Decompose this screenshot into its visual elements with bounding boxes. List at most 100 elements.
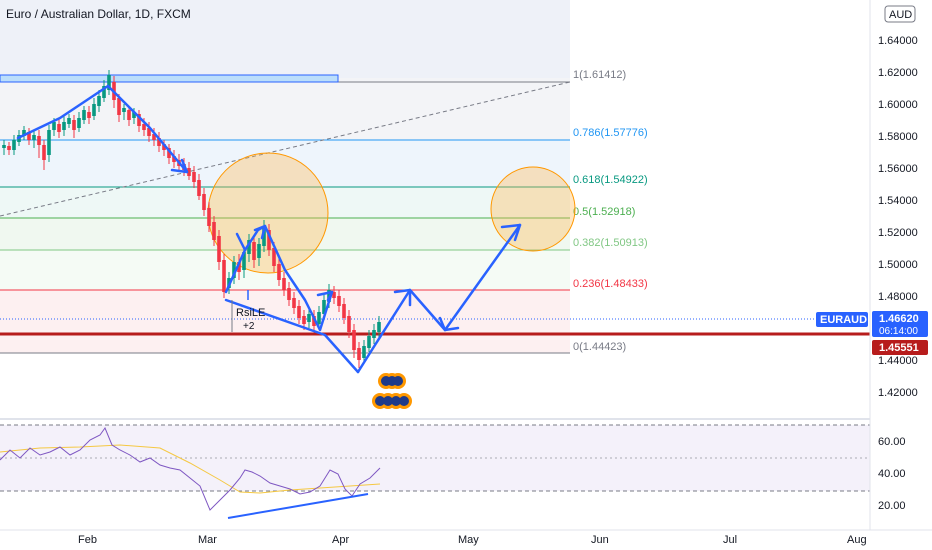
candle-body	[287, 288, 291, 300]
candle-body	[107, 75, 111, 90]
rsi-line	[0, 426, 381, 511]
candle-body	[162, 144, 166, 150]
blue-drawings[interactable]	[16, 84, 522, 374]
candle-body	[262, 226, 266, 246]
candle-body	[7, 146, 11, 150]
countdown-value: 06:14:00	[879, 326, 918, 337]
time-tick: Jun	[591, 534, 609, 546]
candle-body	[87, 112, 91, 118]
annotation-plus: +2	[243, 321, 255, 332]
candle-body	[272, 248, 276, 266]
currency-badge[interactable]	[884, 5, 916, 23]
candle-body	[27, 132, 31, 140]
rsi-divergence-line[interactable]	[227, 493, 369, 519]
candle-body	[237, 262, 241, 272]
candle-body	[197, 180, 201, 196]
candle-body	[207, 208, 211, 226]
candle-body	[282, 278, 286, 290]
drawing-arrow-2	[253, 224, 267, 240]
candle-body	[337, 296, 341, 306]
candle-body	[122, 108, 126, 112]
price-tick: 1.44000	[878, 355, 918, 367]
chart-title: Euro / Australian Dollar, 1D, FXCM	[6, 7, 191, 21]
resistance-box[interactable]	[0, 74, 339, 83]
rsi-ma-line	[0, 444, 381, 494]
candle-body	[342, 304, 346, 318]
candle-body	[277, 264, 281, 280]
drawing-rise	[16, 84, 110, 140]
candle-body	[57, 124, 61, 132]
fib-label-05: 0.5(1.52918)	[573, 206, 635, 218]
rsi-tick: 60.00	[878, 436, 906, 448]
target-circle-right[interactable]	[490, 166, 576, 252]
drawing-arrow-1	[235, 232, 247, 252]
fib-shade-3	[0, 218, 570, 250]
flag-icon	[375, 396, 385, 406]
candle-body	[102, 86, 106, 98]
time-axis[interactable]	[0, 530, 932, 550]
price-tick: 1.42000	[878, 387, 918, 399]
price-axis[interactable]	[870, 0, 932, 530]
fib-label-0618: 0.618(1.54922)	[573, 174, 648, 186]
fib-label-0236: 0.236(1.48433)	[573, 278, 648, 290]
candle-body	[12, 140, 16, 150]
fib-label-0382: 0.382(1.50913)	[573, 237, 648, 249]
drawing-lower-wedge	[224, 298, 360, 374]
drawing-arrow-6	[500, 223, 522, 242]
candle-body	[167, 148, 171, 158]
candle-body	[82, 110, 86, 120]
candle-body	[32, 135, 36, 140]
candle-body	[132, 112, 136, 118]
price-tick: 1.64000	[878, 35, 918, 47]
candle-body	[247, 240, 251, 254]
price-tick: 1.60000	[878, 99, 918, 111]
flag-icon	[391, 396, 401, 406]
price-tick: 1.54000	[878, 195, 918, 207]
candle-body	[297, 306, 301, 318]
candle-body	[332, 292, 336, 298]
drawing-drop	[106, 84, 189, 174]
time-tick: Jul	[723, 534, 737, 546]
candle-body	[192, 172, 196, 182]
fib-label-0786: 0.786(1.57776)	[573, 127, 648, 139]
price-tick: 1.56000	[878, 163, 918, 175]
rsi-tick: 20.00	[878, 500, 906, 512]
time-tick: May	[458, 534, 479, 546]
candle-body	[142, 124, 146, 130]
candle-body	[357, 348, 361, 360]
candle-body	[172, 156, 176, 162]
candle-body	[37, 136, 41, 145]
flag-icon	[393, 376, 403, 386]
candle-body	[202, 194, 206, 210]
candle-body	[317, 312, 321, 324]
red-level-value: 1.45551	[879, 342, 919, 354]
drawing-arrow-3	[316, 290, 334, 302]
candle-body	[292, 298, 296, 308]
candle-body	[52, 122, 56, 130]
fib-shade-0	[0, 78, 570, 140]
fib-label-0: 0(1.44423)	[573, 341, 626, 353]
drawing-mid-swing	[224, 224, 334, 332]
candle-body	[77, 118, 81, 128]
price-tick: 1.48000	[878, 291, 918, 303]
candle-body	[97, 96, 101, 106]
candle-body	[367, 336, 371, 348]
candle-body	[92, 104, 96, 116]
drawing-drop-arrow	[170, 158, 189, 174]
price-tick: 1.52000	[878, 227, 918, 239]
candle-body	[362, 346, 366, 358]
candle-body	[312, 316, 316, 326]
candle-body	[377, 322, 381, 332]
flag-icon	[383, 396, 393, 406]
news-icons[interactable]	[372, 373, 412, 409]
target-circle-left[interactable]	[207, 152, 329, 274]
candle-body	[322, 300, 326, 314]
drawing-arrow-4	[393, 288, 412, 307]
time-tick: Mar	[198, 534, 217, 546]
candle-body	[137, 114, 141, 126]
flag-icon	[399, 396, 409, 406]
price-tick: 1.62000	[878, 67, 918, 79]
fib-shade-1	[0, 140, 570, 187]
candle-body	[117, 98, 121, 115]
